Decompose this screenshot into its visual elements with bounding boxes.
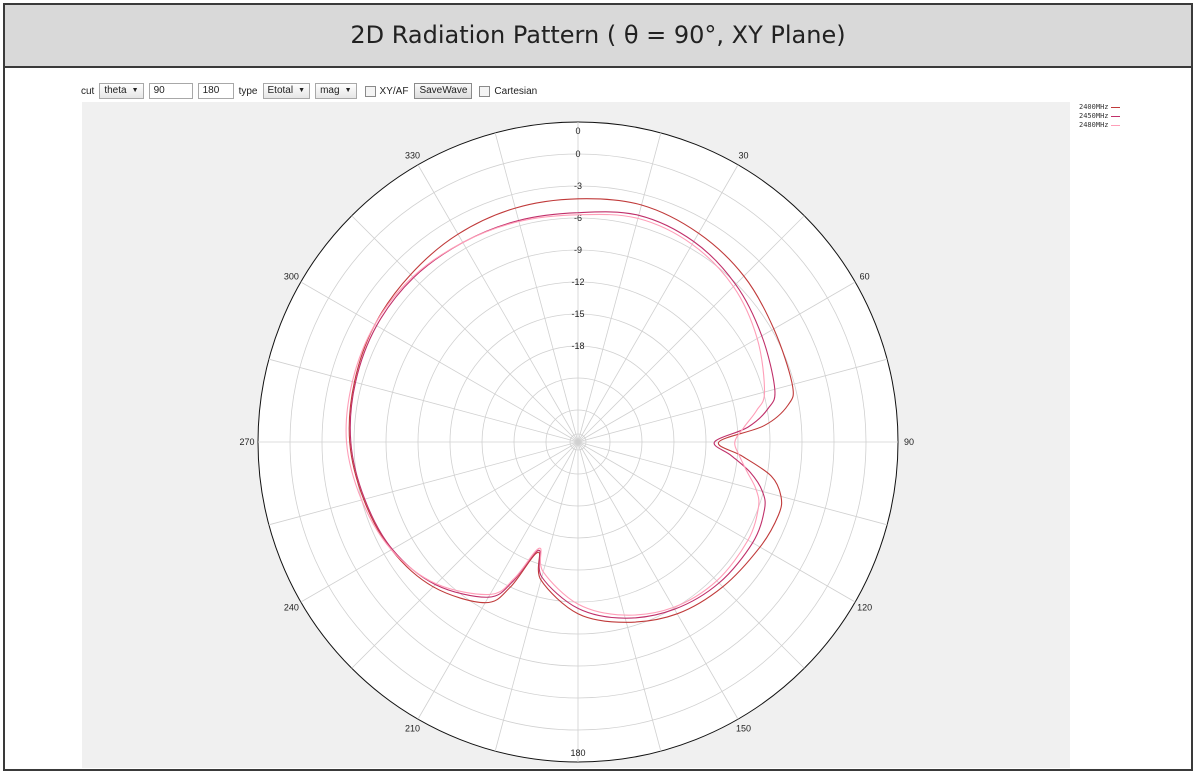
radial-tick-label: -15 xyxy=(571,309,584,319)
legend-label: 2400MHz xyxy=(1079,103,1109,111)
angle-tick-label: 300 xyxy=(284,272,299,282)
grid-spoke xyxy=(577,441,888,526)
type-select-value: Etotal xyxy=(267,85,294,96)
angle-tick-label: 60 xyxy=(860,272,870,282)
radial-tick-label: -3 xyxy=(574,181,582,191)
page-frame: 2D Radiation Pattern ( θ = 90°, XY Plane… xyxy=(3,3,1193,771)
grid-spoke xyxy=(577,132,662,443)
plot-area: 0 30 60 90 120 150 180 210 240 270 300 330 0 -3 -6 -9 -1… xyxy=(82,102,1070,768)
grid-spoke xyxy=(577,215,805,443)
series-line-2450MHz xyxy=(349,211,776,619)
legend-swatch xyxy=(1110,107,1120,108)
xyaf-label: XY/AF xyxy=(379,85,409,97)
cut-label: cut xyxy=(81,85,95,97)
series-line-2400MHz xyxy=(348,198,794,623)
angle-tick-label: 150 xyxy=(736,724,751,734)
angle-tick-label: 30 xyxy=(738,150,748,160)
legend-entry: 2400MHz xyxy=(1079,103,1120,112)
angle-tick-label: 210 xyxy=(405,724,420,734)
title-bar: 2D Radiation Pattern ( θ = 90°, XY Plane… xyxy=(5,5,1191,68)
angle-tick-label: 180 xyxy=(570,748,585,758)
grid-spoke xyxy=(268,441,579,526)
grid-spoke xyxy=(268,358,579,443)
grid-spoke xyxy=(577,358,888,443)
chevron-down-icon: ▼ xyxy=(131,87,139,94)
grid-spoke xyxy=(417,441,579,720)
series-line-2480MHz xyxy=(345,213,766,616)
angle-tick-label: 0 xyxy=(575,126,580,136)
start-angle-input[interactable]: 90 xyxy=(148,83,193,99)
grid-spoke xyxy=(300,441,579,603)
toolbar: cut theta ▼ 90 180 type Etotal ▼ mag ▼ X… xyxy=(81,81,537,101)
xyaf-checkbox[interactable] xyxy=(364,85,376,97)
savewave-button[interactable]: SaveWave xyxy=(414,83,473,99)
type-label: type xyxy=(238,85,258,97)
cartesian-checkbox[interactable] xyxy=(479,85,491,97)
radial-tick-label: -12 xyxy=(571,277,584,287)
legend-label: 2480MHz xyxy=(1079,121,1109,129)
chevron-down-icon: ▼ xyxy=(344,87,352,94)
legend-label: 2450MHz xyxy=(1079,112,1109,120)
grid-spoke xyxy=(494,132,579,443)
legend-entry: 2480MHz xyxy=(1079,121,1120,130)
legend-entry: 2450MHz xyxy=(1079,112,1120,121)
radial-tick-label: -18 xyxy=(571,341,584,351)
grid-spoke xyxy=(300,281,579,443)
type-select[interactable]: Etotal ▼ xyxy=(262,83,311,99)
legend-swatch xyxy=(1110,125,1120,126)
grid-spoke xyxy=(577,441,805,669)
mode-select[interactable]: mag ▼ xyxy=(315,83,357,99)
page-title: 2D Radiation Pattern ( θ = 90°, XY Plane… xyxy=(350,20,846,49)
grid-spoke xyxy=(577,441,739,720)
grid-spoke xyxy=(417,164,579,443)
angle-tick-label: 240 xyxy=(284,603,299,613)
mode-select-value: mag xyxy=(320,85,340,96)
stop-angle-input[interactable]: 180 xyxy=(197,83,234,99)
cut-select-value: theta xyxy=(104,85,127,96)
chevron-down-icon: ▼ xyxy=(298,87,306,94)
radial-tick-label: -9 xyxy=(574,245,582,255)
angle-tick-label: 90 xyxy=(904,437,914,447)
grid-spoke xyxy=(494,441,579,752)
angle-tick-label: 330 xyxy=(405,150,420,160)
polar-chart: 0 30 60 90 120 150 180 210 240 270 300 330 0 -3 -6 -9 -1… xyxy=(239,121,914,763)
cut-select[interactable]: theta ▼ xyxy=(99,83,144,99)
grid-spoke xyxy=(351,441,579,669)
legend-swatch xyxy=(1110,116,1120,117)
angle-tick-label: 270 xyxy=(239,437,254,447)
grid-spoke xyxy=(577,164,739,443)
radial-tick-label: 0 xyxy=(575,149,580,159)
grid-spoke xyxy=(577,441,856,603)
grid-spoke xyxy=(351,215,579,443)
angle-tick-label: 120 xyxy=(857,603,872,613)
grid-spoke xyxy=(577,281,856,443)
grid-spoke xyxy=(577,441,662,752)
radial-tick-label: -6 xyxy=(574,213,582,223)
legend: 2400MHz 2450MHz 2480MHz xyxy=(1079,103,1120,130)
cartesian-label: Cartesian xyxy=(494,85,538,97)
